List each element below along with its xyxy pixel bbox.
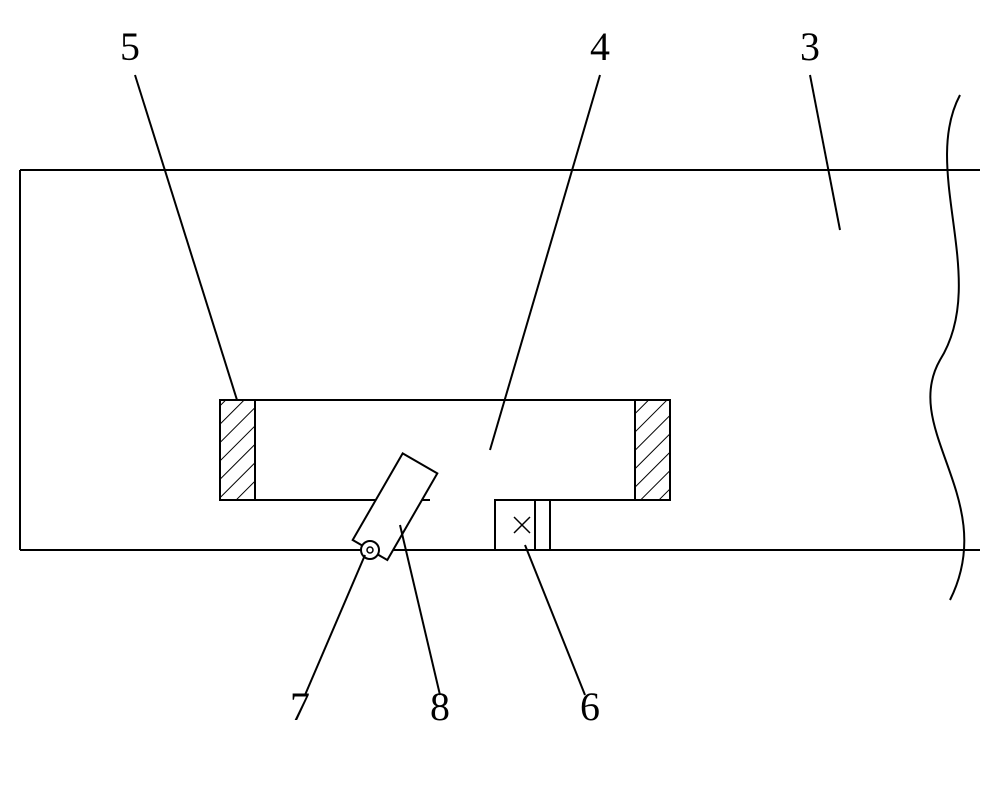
hatch-block-0: [220, 400, 255, 500]
label-6: 6: [580, 684, 600, 729]
label-8: 8: [430, 684, 450, 729]
leader-4: [490, 75, 600, 450]
label-7: 7: [290, 684, 310, 729]
leader-5: [135, 75, 237, 400]
hatch-block-1: [635, 400, 670, 500]
leader-3: [810, 75, 840, 230]
label-5: 5: [120, 24, 140, 69]
leader-6: [525, 545, 585, 695]
label-4: 4: [590, 24, 610, 69]
label-3: 3: [800, 24, 820, 69]
leader-7: [305, 555, 365, 695]
